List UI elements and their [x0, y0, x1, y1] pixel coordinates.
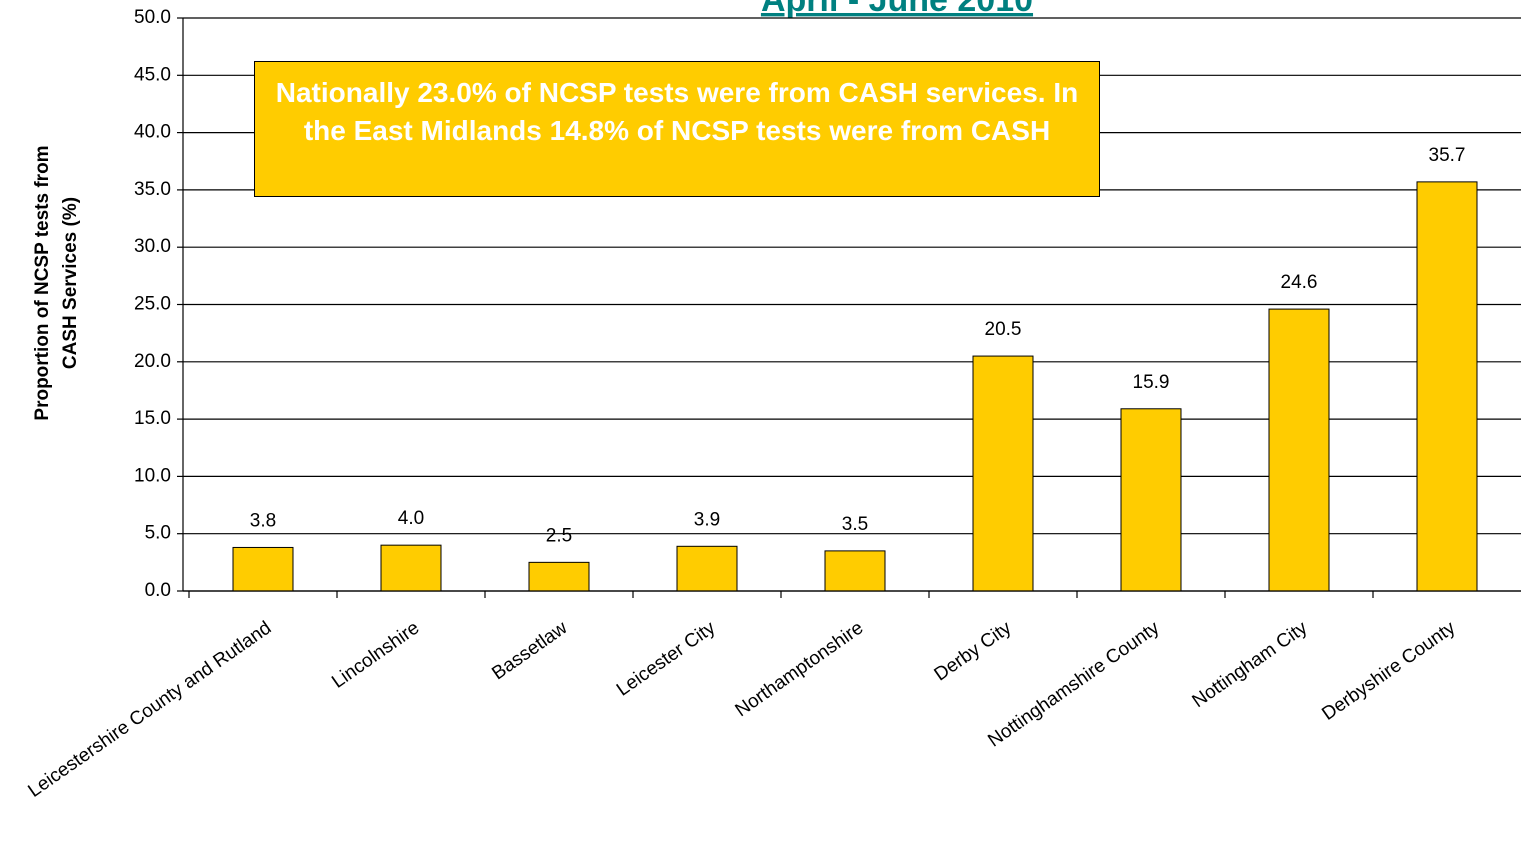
value-label: 2.5 [546, 525, 572, 546]
value-label: 35.7 [1429, 145, 1466, 166]
value-label: 3.9 [694, 509, 720, 530]
x-tick-label: Leicester City [613, 617, 720, 701]
y-tick-label: 45.0 [134, 64, 171, 85]
bar [1268, 308, 1330, 592]
x-tick-label: Northamptonshire [732, 617, 868, 721]
value-label: 3.8 [250, 510, 276, 531]
value-label: 24.6 [1281, 272, 1318, 293]
y-tick-label: 0.0 [145, 580, 171, 601]
bar [232, 546, 294, 592]
y-axis-label: Proportion of NCSP tests from CASH Servi… [32, 145, 81, 421]
x-tick-label: Bassetlaw [488, 617, 571, 684]
value-label: 15.9 [1133, 372, 1170, 393]
y-tick-label: 5.0 [145, 523, 171, 544]
y-tick-label: 30.0 [134, 236, 171, 257]
bar [1120, 408, 1182, 592]
y-tick-label: 35.0 [134, 179, 171, 200]
bar [380, 544, 442, 592]
annotation: Nationally 23.0% of NCSP tests were from… [254, 61, 1100, 197]
bar [676, 545, 738, 592]
x-tick-label: Leicestershire County and Rutland [24, 617, 275, 801]
chart-title: April - June 2010 [761, 0, 1033, 19]
bar [1416, 181, 1478, 592]
x-tick-label: Nottingham City [1189, 617, 1312, 712]
y-tick-label: 15.0 [134, 408, 171, 429]
bar [824, 550, 886, 592]
x-tick-label: Derbyshire County [1318, 617, 1459, 725]
bar [528, 561, 590, 592]
y-tick-label: 40.0 [134, 122, 171, 143]
x-tick-label: Derby City [931, 617, 1016, 685]
bar [972, 355, 1034, 592]
x-tick-label: Lincolnshire [328, 617, 423, 692]
y-tick-label: 50.0 [134, 7, 171, 28]
y-tick-label: 25.0 [134, 294, 171, 315]
y-tick-label: 10.0 [134, 465, 171, 486]
value-label: 3.5 [842, 514, 868, 535]
value-label: 20.5 [985, 319, 1022, 340]
y-tick-label: 20.0 [134, 351, 171, 372]
value-label: 4.0 [398, 508, 424, 529]
